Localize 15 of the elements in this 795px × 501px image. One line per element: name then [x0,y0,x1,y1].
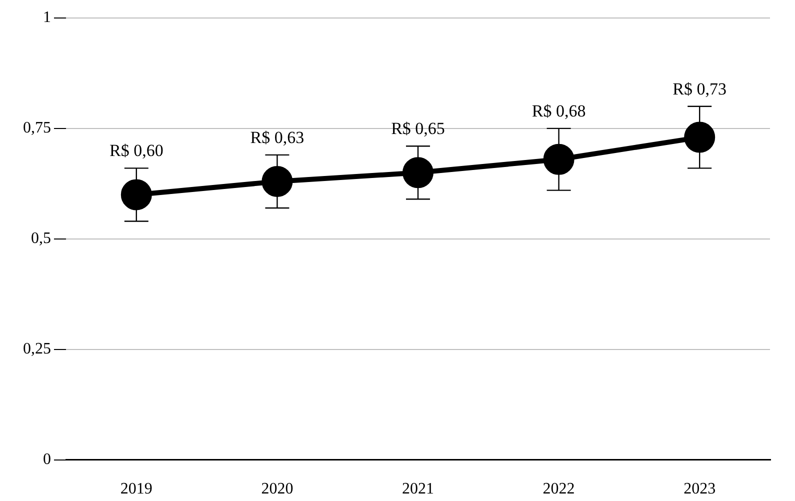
data-label: R$ 0,73 [672,79,727,98]
x-tick-label: 2021 [402,480,434,498]
y-tick-label: 0,25 [23,340,51,358]
y-tick-label: 0,75 [23,120,51,137]
data-label: R$ 0,68 [532,101,586,120]
y-tick-label: 0,5 [31,230,51,248]
x-tick-label: 2022 [542,480,575,498]
x-tick-label: 2020 [261,480,294,498]
data-label: R$ 0,60 [109,141,164,160]
y-tick-label: 1 [43,9,51,26]
x-tick-label: 2023 [684,480,716,498]
x-tick-label: 2019 [120,480,152,498]
y-tick-label: 0 [43,451,51,468]
data-label: R$ 0,63 [250,128,304,147]
data-label: R$ 0,65 [391,119,445,138]
